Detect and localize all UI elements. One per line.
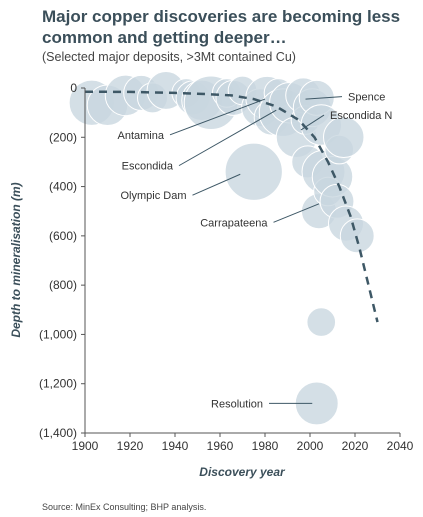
y-tick-label: (1,000) — [39, 327, 77, 341]
data-point — [306, 307, 337, 337]
y-tick-label: 0 — [70, 81, 77, 95]
x-tick-label: 1960 — [207, 439, 234, 453]
annotation-label: Escondida N — [330, 110, 392, 122]
data-point — [323, 116, 365, 159]
annotation-leader — [169, 98, 266, 136]
axes: 1900 1920 1940 1960 1980 2000 2020 2040 0 (200) (4… — [39, 81, 414, 453]
annotation-leader — [192, 173, 241, 196]
annotation-label: Olympic Dam — [120, 190, 186, 202]
y-tick-label: (400) — [49, 180, 77, 194]
y-tick-label: (600) — [49, 229, 77, 243]
source-note: Source: MinEx Consulting; BHP analysis. — [42, 502, 207, 512]
x-tick-label: 1940 — [162, 439, 189, 453]
annotation-leader — [305, 96, 343, 100]
chart-title: Major copper discoveries are becoming le… — [42, 7, 401, 47]
annotation-label: Escondida — [122, 161, 174, 173]
annotation-leader — [273, 203, 320, 223]
annotation-label: Carrapateena — [200, 217, 268, 229]
chart-svg: 1900 1920 1940 1960 1980 2000 2020 2040 0 (200) (4… — [9, 71, 414, 479]
annotation-label: Spence — [348, 92, 385, 104]
x-axis-label: Discovery year — [199, 465, 286, 479]
bubble-layer — [68, 71, 375, 426]
x-tick-label: 1900 — [72, 439, 99, 453]
annotation-leader — [178, 109, 277, 167]
y-tick-label: (1,400) — [39, 426, 77, 440]
x-tick-label: 2020 — [342, 439, 369, 453]
data-point — [224, 142, 283, 201]
y-tick-label: (200) — [49, 130, 77, 144]
annotation-layer: Spence Escondida N Antamina Escondida Olympi… — [118, 92, 393, 411]
x-tick-label: 1980 — [252, 439, 279, 453]
y-tick-label: (1,200) — [39, 377, 77, 391]
chart-subtitle: (Selected major deposits, >3Mt contained… — [42, 50, 296, 64]
x-tick-label: 2000 — [297, 439, 324, 453]
y-tick-label: (800) — [49, 278, 77, 292]
trend-line — [84, 90, 379, 323]
y-axis-label: Depth to mineralisation (m) — [9, 182, 23, 337]
x-tick-label: 2040 — [387, 439, 414, 453]
x-tick-label: 1920 — [117, 439, 144, 453]
annotation-leader — [300, 114, 325, 131]
annotation-label: Antamina — [118, 130, 165, 142]
annotation-label: Resolution — [211, 398, 263, 410]
